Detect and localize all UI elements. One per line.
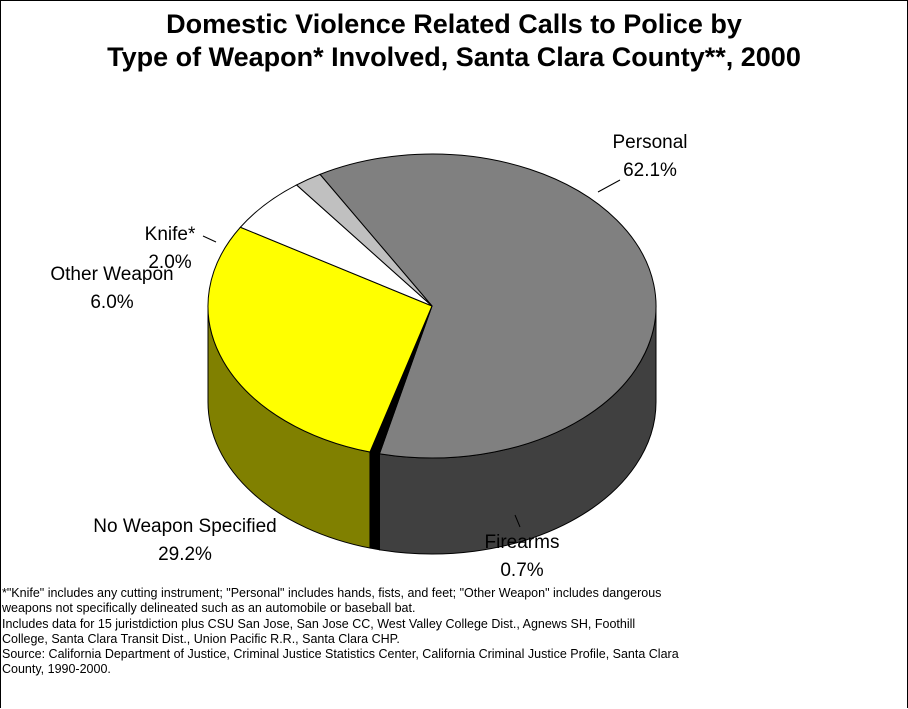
slice-name-label-no-weapon-specified: No Weapon Specified — [93, 516, 276, 537]
pie-slice-personal — [319, 153, 657, 459]
slice-value-label-knife: 2.0% — [148, 252, 191, 273]
footnote-line-3: Includes data for 15 juristdiction plus … — [2, 616, 636, 631]
slice-name-label-other-weapon: Other Weapon — [50, 264, 173, 285]
slice-value-label-firearms: 0.7% — [500, 560, 543, 581]
slice-value-label-other-weapon: 6.0% — [90, 292, 133, 313]
leader-line-firearms — [514, 514, 521, 528]
footnote-line-1: *"Knife" includes any cutting instrument… — [2, 586, 662, 600]
slice-name-label-knife: Knife* — [145, 224, 196, 245]
footnote-line-4: College, Santa Clara Transit Dist., Unio… — [2, 631, 400, 646]
leader-line-knife — [202, 235, 217, 243]
chart-title-line-1: Domestic Violence Related Calls to Polic… — [166, 9, 742, 39]
footnote-line-6: County, 1990-2000. — [2, 662, 111, 677]
pie-side-firearms — [369, 451, 380, 551]
pie-slice-knife — [295, 173, 433, 307]
chart-title-line-2: Type of Weapon* Involved, Santa Clara Co… — [107, 42, 801, 72]
slice-value-label-no-weapon-specified: 29.2% — [158, 544, 212, 565]
slice-value-label-personal: 62.1% — [623, 160, 677, 181]
footnote-line-5: Source: California Department of Justice… — [2, 647, 679, 662]
slice-name-label-personal: Personal — [613, 132, 688, 153]
leader-line-personal — [597, 179, 621, 193]
chart-title: Domestic Violence Related Calls to Polic… — [0, 8, 908, 74]
footnote: *"Knife" includes any cutting instrument… — [2, 586, 882, 678]
slice-name-label-firearms: Firearms — [485, 532, 560, 553]
footnote-line-2: weapons not specifically delineated such… — [2, 601, 416, 616]
